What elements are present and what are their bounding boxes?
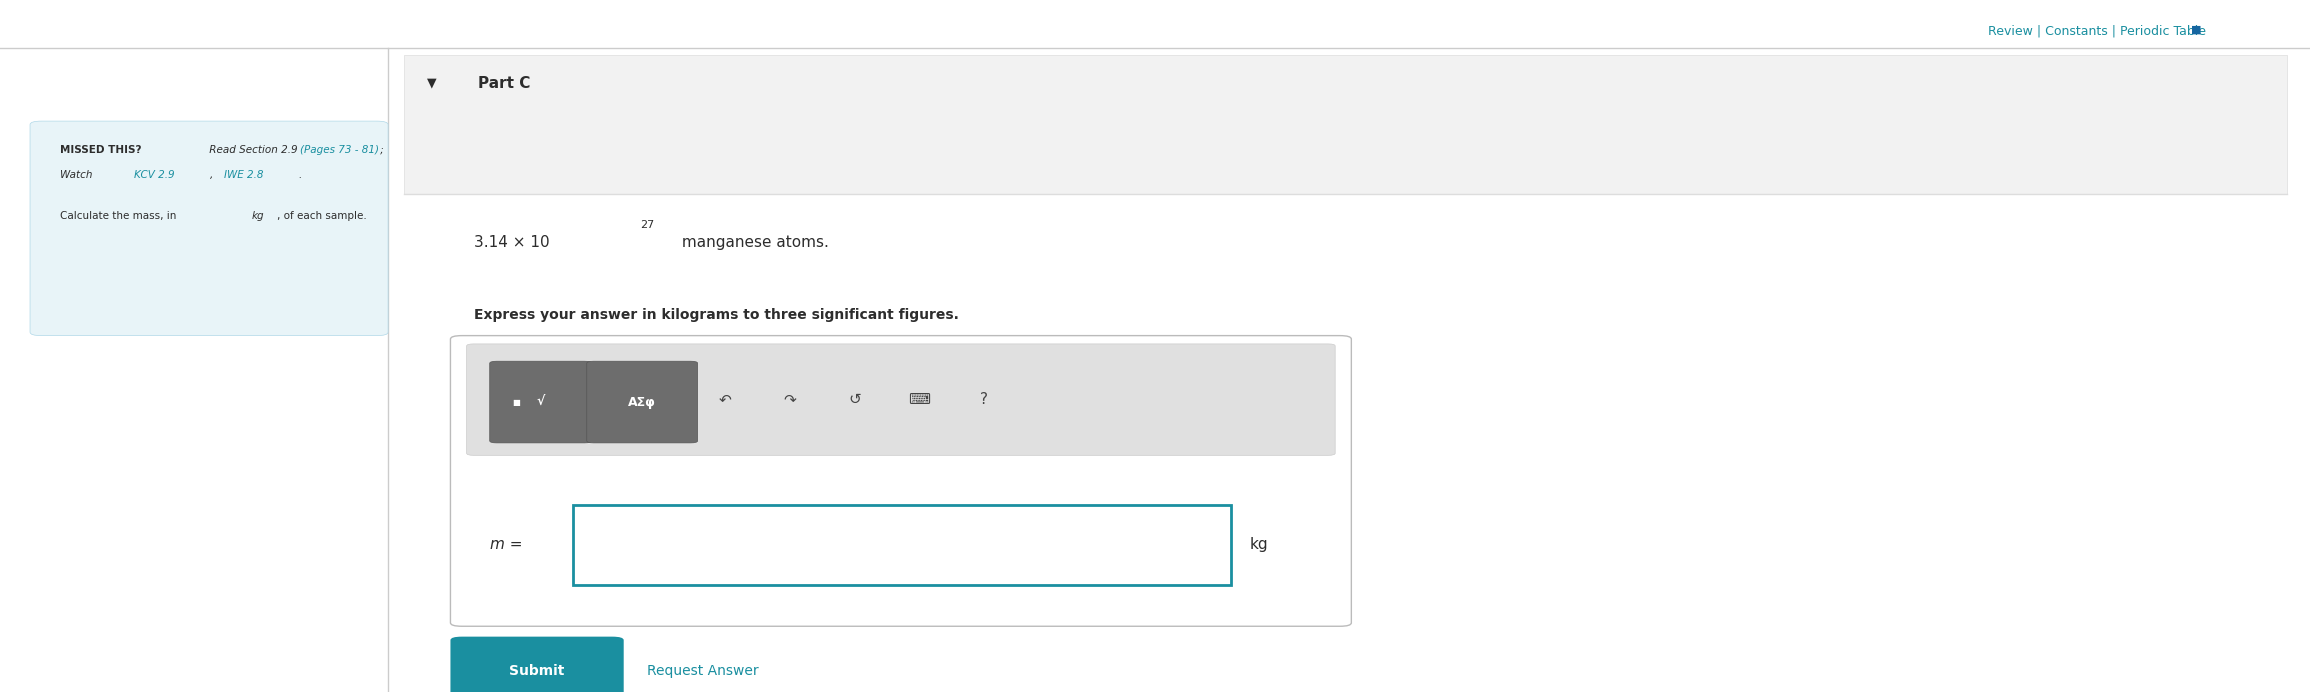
Text: Read Section 2.9: Read Section 2.9 — [206, 145, 300, 155]
Text: kg: kg — [252, 211, 263, 221]
FancyBboxPatch shape — [573, 505, 1231, 585]
Text: ↶: ↶ — [718, 392, 732, 407]
Text: 27: 27 — [640, 220, 654, 230]
Text: kg: kg — [1250, 538, 1268, 552]
Text: Request Answer: Request Answer — [647, 664, 758, 678]
Text: (Pages 73 - 81): (Pages 73 - 81) — [300, 145, 379, 155]
FancyBboxPatch shape — [450, 637, 624, 692]
Text: ΑΣφ: ΑΣφ — [628, 396, 656, 408]
Text: ▼: ▼ — [427, 77, 437, 89]
Text: ■: ■ — [2190, 24, 2201, 34]
FancyBboxPatch shape — [467, 344, 1335, 455]
Text: .: . — [298, 170, 300, 179]
FancyBboxPatch shape — [587, 361, 698, 443]
FancyBboxPatch shape — [490, 361, 591, 443]
FancyBboxPatch shape — [450, 336, 1351, 626]
Text: KCV 2.9: KCV 2.9 — [134, 170, 176, 179]
Text: Watch: Watch — [60, 170, 95, 179]
Text: MISSED THIS?: MISSED THIS? — [60, 145, 141, 155]
Text: √: √ — [536, 396, 545, 408]
Text: ↺: ↺ — [848, 392, 862, 407]
Text: ■: ■ — [513, 397, 520, 407]
Text: 3.14 × 10: 3.14 × 10 — [474, 235, 550, 250]
Text: IWE 2.8: IWE 2.8 — [224, 170, 263, 179]
Text: ⌨: ⌨ — [908, 392, 931, 407]
Text: Express your answer in kilograms to three significant figures.: Express your answer in kilograms to thre… — [474, 308, 959, 322]
Text: ↷: ↷ — [783, 392, 797, 407]
Text: Review | Constants | Periodic Table: Review | Constants | Periodic Table — [1989, 24, 2206, 37]
Text: m =: m = — [490, 538, 522, 552]
FancyBboxPatch shape — [404, 55, 2287, 194]
Text: Submit: Submit — [511, 664, 564, 678]
FancyBboxPatch shape — [30, 121, 388, 336]
Text: , of each sample.: , of each sample. — [277, 211, 367, 221]
Text: Calculate the mass, in: Calculate the mass, in — [60, 211, 180, 221]
Text: Part C: Part C — [478, 75, 531, 91]
Text: ,: , — [210, 170, 213, 179]
Text: manganese atoms.: manganese atoms. — [677, 235, 829, 250]
Text: ?: ? — [979, 392, 989, 407]
Text: ;: ; — [377, 145, 383, 155]
